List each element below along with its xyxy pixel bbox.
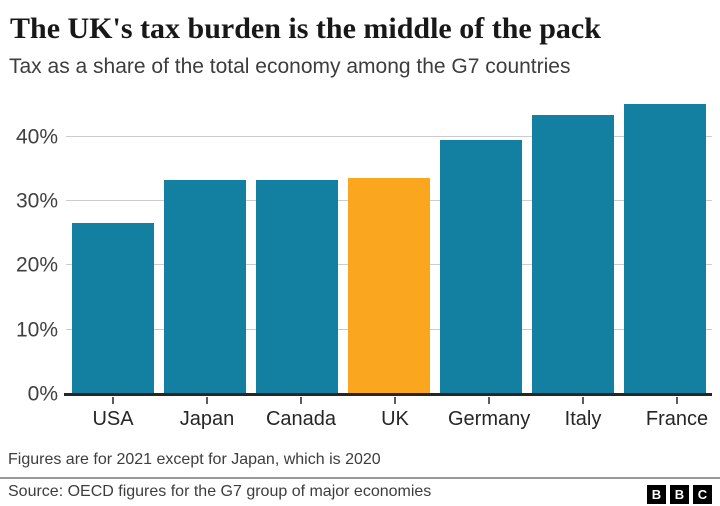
x-cell-canada: Canada	[260, 397, 342, 430]
x-label-canada: Canada	[265, 408, 337, 430]
bars	[66, 98, 712, 394]
x-tick	[112, 397, 114, 404]
plot-area	[64, 98, 712, 396]
y-axis-labels: 0% 10% 20% 30% 40%	[8, 98, 58, 404]
bar-france	[624, 103, 706, 394]
footer-divider	[0, 477, 720, 479]
chart-subtitle: Tax as a share of the total economy amon…	[9, 55, 571, 78]
x-cell-germany: Germany	[448, 397, 530, 430]
y-tick-label-30: 30%	[15, 189, 58, 213]
bbc-logo-letter-b: B	[670, 485, 689, 504]
bar-chart: 0% 10% 20% 30% 40%	[8, 98, 712, 405]
gridline-40	[66, 135, 712, 137]
x-cell-uk: UK	[354, 397, 436, 430]
x-label-italy: Italy	[564, 408, 602, 430]
x-label-france: France	[645, 408, 709, 430]
y-tick-label-10: 10%	[15, 318, 58, 342]
bar-japan	[164, 180, 246, 394]
footnote: Figures are for 2021 except for Japan, w…	[8, 451, 381, 468]
source-text: Source: OECD figures for the G7 group of…	[8, 483, 432, 500]
x-tick	[582, 397, 584, 404]
bar-uk	[348, 178, 430, 394]
x-tick	[394, 397, 396, 404]
x-tick	[488, 397, 490, 404]
source-bar: Source: OECD figures for the G7 group of…	[8, 483, 712, 504]
x-cell-usa: USA	[72, 397, 154, 430]
y-tick-label-0: 0%	[27, 382, 58, 406]
x-axis-line	[64, 393, 712, 396]
bar-italy	[532, 115, 614, 394]
bbc-logo-letter-c: C	[693, 485, 712, 504]
x-label-germany: Germany	[448, 408, 531, 430]
y-tick-label-40: 40%	[15, 125, 58, 149]
x-tick	[206, 397, 208, 404]
x-cell-italy: Italy	[542, 397, 624, 430]
x-cell-japan: Japan	[166, 397, 248, 430]
bar-germany	[440, 139, 522, 394]
bar-canada	[256, 180, 338, 394]
x-axis-labels: USA Japan Canada UK Germany Italy France	[66, 397, 720, 430]
chart-title: The UK's tax burden is the middle of the…	[10, 12, 601, 45]
x-cell-france: France	[636, 397, 718, 430]
x-tick	[300, 397, 302, 404]
bbc-logo-letter-b: B	[647, 485, 666, 504]
x-label-usa: USA	[92, 408, 134, 430]
x-tick	[676, 397, 678, 404]
y-tick-label-20: 20%	[15, 253, 58, 277]
bar-usa	[72, 222, 154, 394]
x-label-japan: Japan	[179, 408, 235, 430]
x-label-uk: UK	[381, 408, 409, 430]
